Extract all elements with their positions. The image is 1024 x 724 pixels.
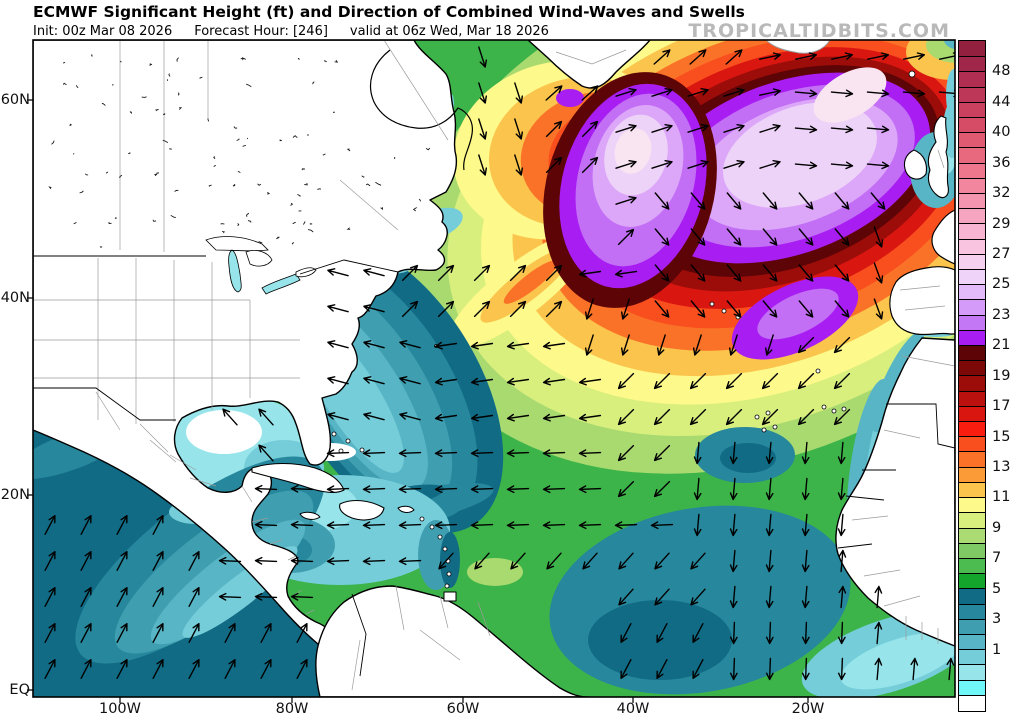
y-tick-20n: 20N bbox=[0, 487, 30, 503]
x-tick-100w: 100W bbox=[98, 701, 141, 717]
x-tick-40w: 40W bbox=[616, 701, 650, 717]
jamaica bbox=[299, 511, 321, 520]
colorbar-labels: 48 44 40 36 32 29 27 25 23 21 19 17 15 13 11 9 7 5 3 1 bbox=[992, 63, 1011, 658]
hispaniola bbox=[339, 499, 385, 521]
hudson-bay-and-lakes bbox=[205, 49, 473, 295]
colorbar bbox=[958, 40, 986, 712]
africa bbox=[835, 337, 955, 647]
trinidad bbox=[443, 591, 457, 602]
lake-michigan bbox=[228, 249, 242, 293]
cuba bbox=[251, 463, 345, 494]
canada-lakes-texture bbox=[48, 54, 431, 248]
axis-ticks bbox=[27, 99, 809, 703]
y-tick-eq: EQ bbox=[9, 682, 30, 698]
x-tick-20w: 20W bbox=[791, 701, 825, 717]
lake-superior bbox=[205, 236, 269, 252]
puerto-rico bbox=[397, 505, 415, 513]
x-tick-80w: 80W bbox=[275, 701, 309, 717]
france bbox=[931, 209, 955, 265]
watermark: TROPICALTIDBITS.COM bbox=[688, 20, 950, 42]
ireland bbox=[903, 149, 928, 180]
init-valid-line: Init: 00z Mar 08 2026 Forecast Hour: [246… bbox=[33, 24, 571, 39]
lake-huron bbox=[245, 250, 273, 267]
page-title: ECMWF Significant Height (ft) and Direct… bbox=[33, 3, 745, 21]
wave-direction-arrows bbox=[44, 46, 955, 681]
x-tick-60w: 60W bbox=[446, 701, 480, 717]
land-masses bbox=[33, 40, 955, 697]
forecast-hour: Forecast Hour: [246] bbox=[194, 24, 328, 39]
country-borders-black bbox=[33, 255, 955, 677]
map-frame bbox=[32, 39, 956, 698]
lake-erie bbox=[261, 273, 301, 295]
y-tick-60n: 60N bbox=[0, 92, 30, 108]
valid-time: valid at 06z Wed, Mar 18 2026 bbox=[349, 24, 549, 39]
iberia bbox=[889, 266, 955, 336]
state-borders-gray bbox=[33, 40, 955, 691]
storm-west-core bbox=[543, 72, 859, 360]
iceland bbox=[765, 40, 831, 54]
great-britain bbox=[927, 115, 949, 199]
init-time: Init: 00z Mar 08 2026 bbox=[33, 24, 173, 39]
y-tick-40n: 40N bbox=[0, 290, 30, 306]
greenland bbox=[527, 40, 651, 89]
small-islands bbox=[331, 70, 916, 589]
